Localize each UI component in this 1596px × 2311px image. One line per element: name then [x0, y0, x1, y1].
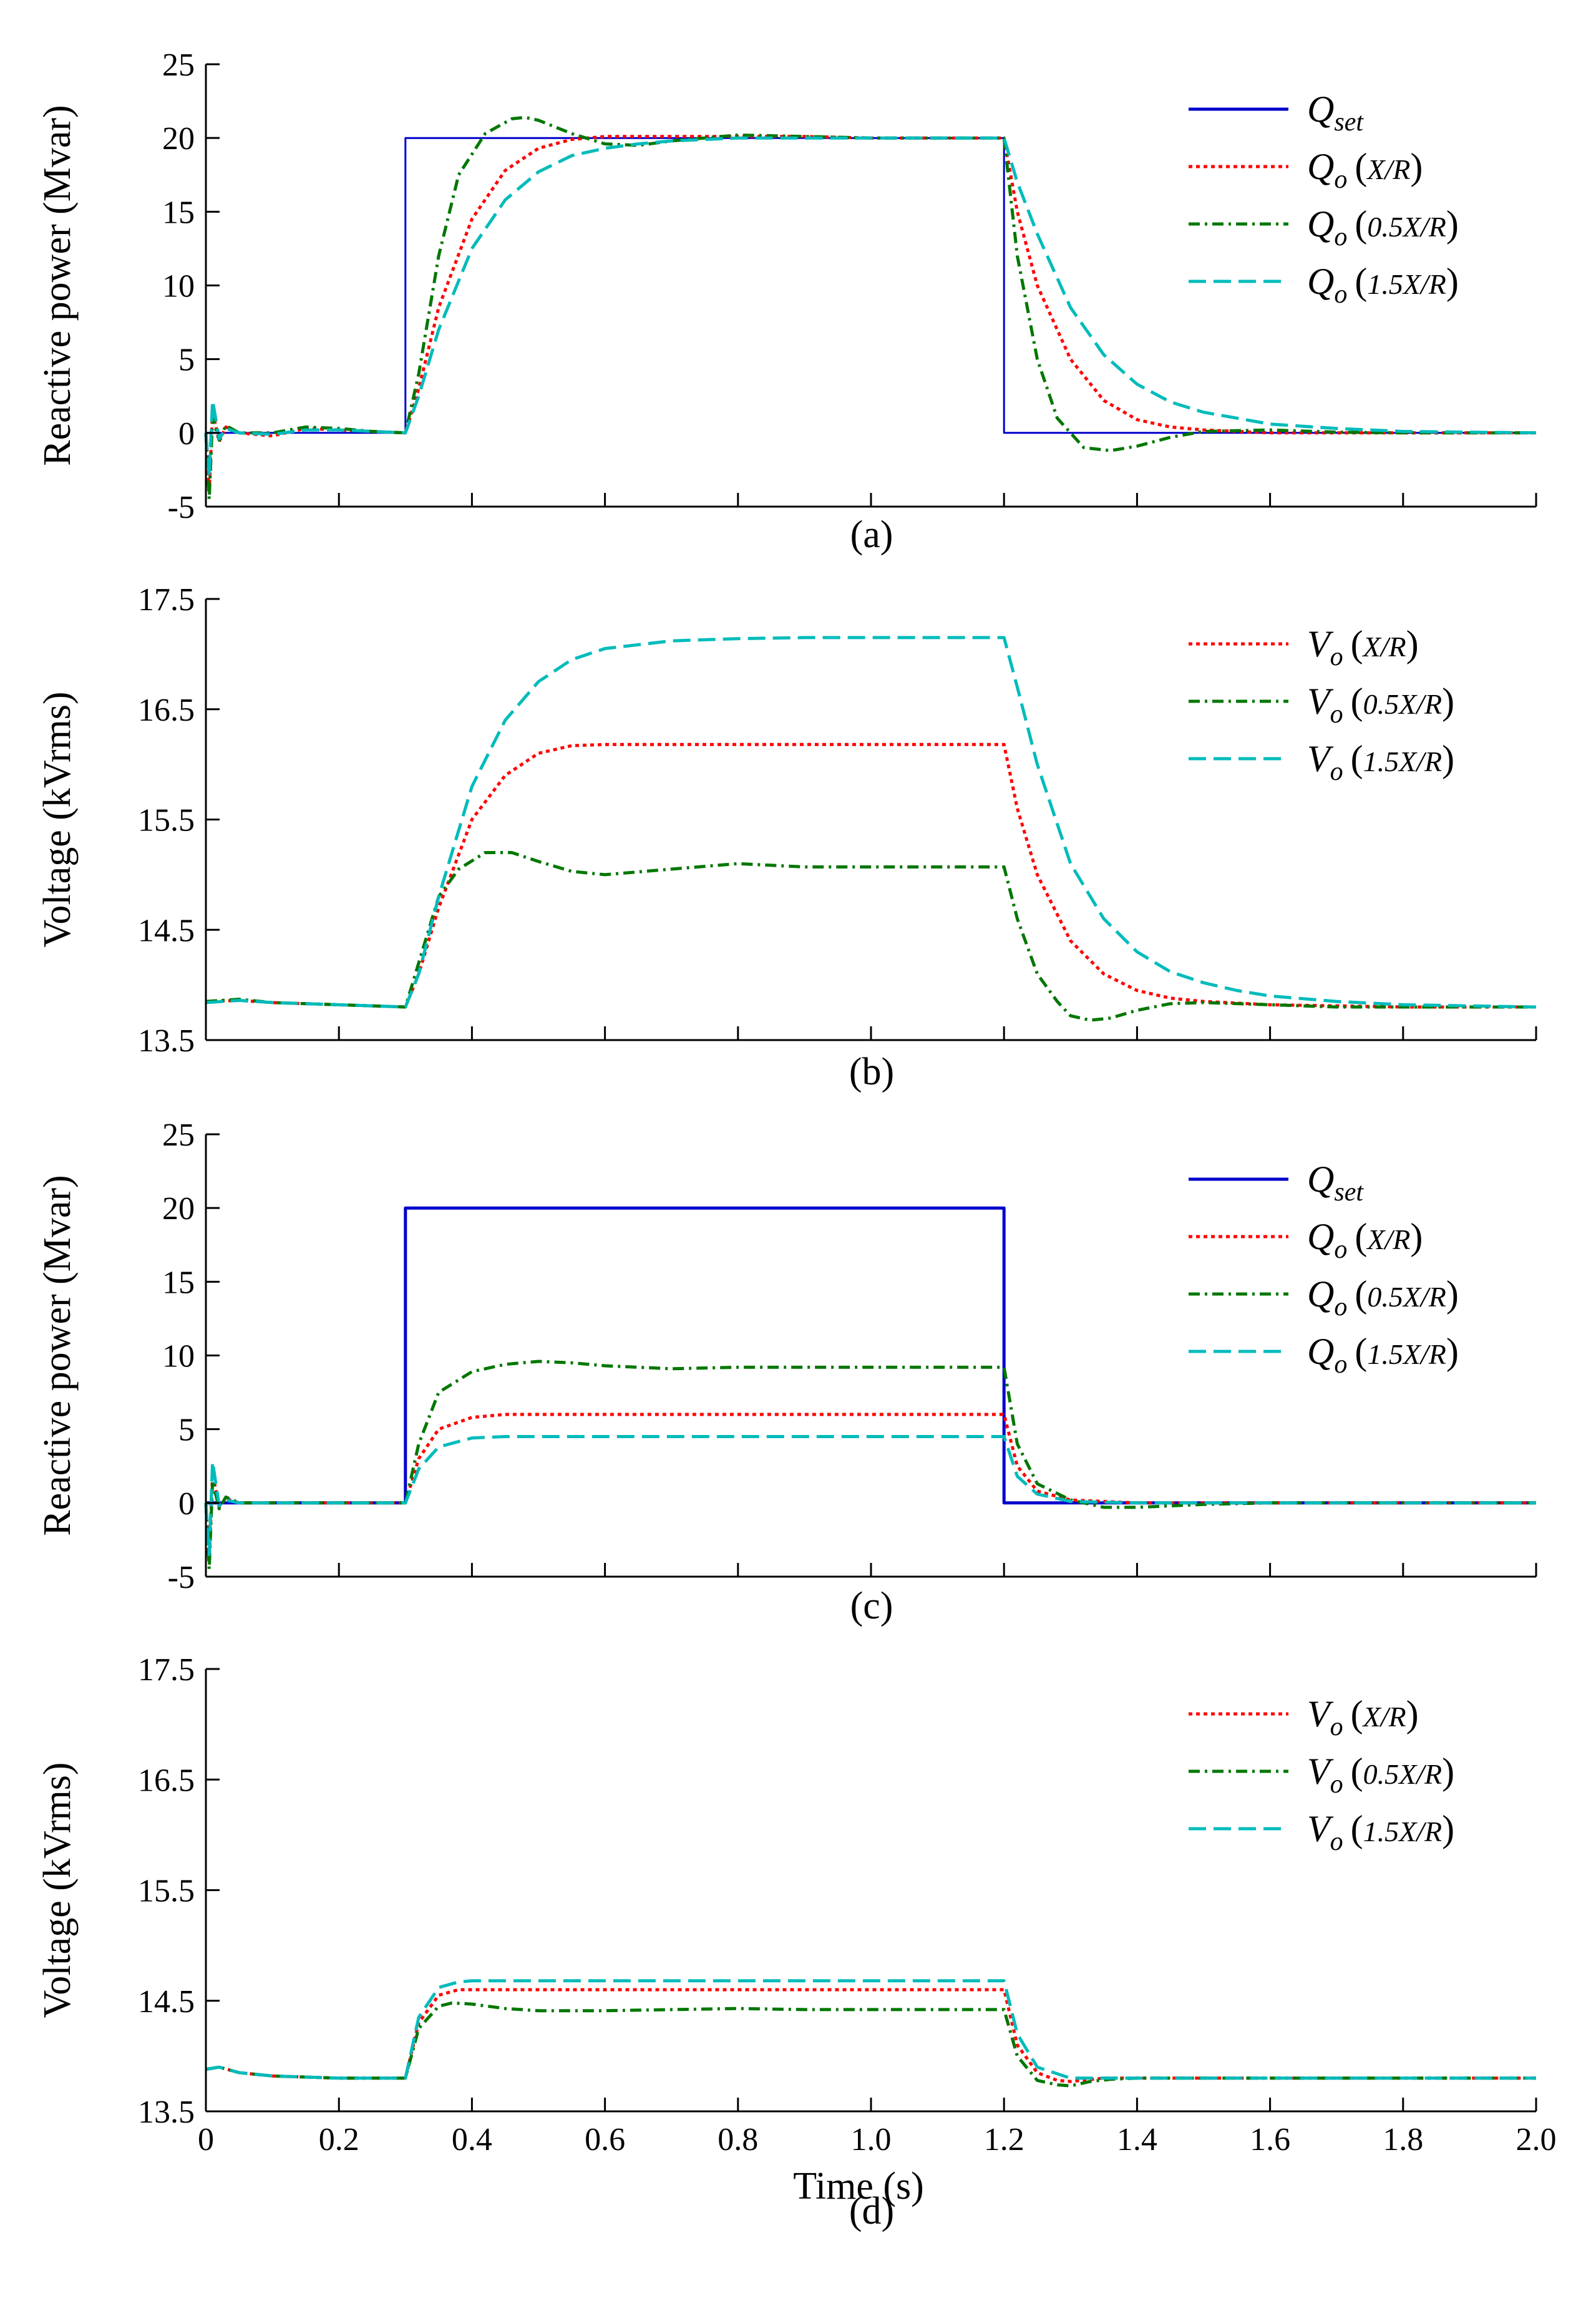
panel-c-caption: (c): [850, 1585, 893, 1627]
panel-b-y-tick-label: 15.5: [138, 803, 195, 839]
panel-c-y-axis-label: Reactive power (Mvar): [36, 1175, 79, 1535]
panel-a-legend-label-q-set: Qset: [1307, 89, 1364, 137]
panel-c-legend-label-q-set: Qset: [1307, 1159, 1364, 1207]
panel-d-legend-label-v-o-0-5x-r: Vo (0.5X/R): [1307, 1751, 1454, 1799]
panel-d-x-tick-label: 0.2: [319, 2122, 359, 2158]
panel-c-line-q-o-1-5x-r: [204, 1435, 1536, 1557]
panel-c-y-tick-label: 15: [162, 1265, 195, 1300]
panel-b-series-lines: [205, 636, 1537, 1022]
panel-b-legend-label-v-o-x-r: Vo (X/R): [1307, 623, 1419, 671]
panel-d-x-tick-label: 1.2: [984, 2122, 1024, 2158]
panel-d-line-v-o-0-5x-r: [205, 2001, 1536, 2088]
panel-a-legend: Qset Qo (X/R) Qo (0.5X/R) Qo (1.5X/R): [1189, 89, 1459, 309]
panel-c-y-tick-label: 5: [178, 1413, 195, 1448]
panel-d-y-tick-label: 17.5: [138, 1652, 195, 1688]
panel-c-y-tick-label: -5: [168, 1560, 195, 1595]
panel-d-x-tick-label: 1.8: [1383, 2122, 1423, 2158]
panel-d: 13.5 14.5 15.5 16.5 17.5 0 0.2 0.4 0.6 0.8 1.0 1.2 1…: [36, 1652, 1557, 2232]
panel-a-y-tick-label: 10: [162, 269, 195, 304]
panel-b-legend-label-v-o-0-5x-r: Vo (0.5X/R): [1307, 681, 1454, 729]
panel-c-legend-label-q-o-1-5x-r: Qo (1.5X/R): [1307, 1331, 1459, 1379]
panel-a-legend-label-q-o-0-5x-r: Qo (0.5X/R): [1307, 203, 1459, 251]
panel-b-y-tick-label: 16.5: [138, 693, 195, 728]
panel-c: -5 0 5 10 15 20 25 Reactive power (Mvar) (c) Qset…: [36, 1117, 1537, 1627]
panel-d-legend-label-v-o-x-r: Vo (X/R): [1307, 1693, 1419, 1741]
panel-b-y-axis-label: Voltage (kVrms): [36, 691, 79, 947]
panel-d-x-tick-label: 0.4: [452, 2122, 492, 2158]
panel-d-x-tick-label: 2.0: [1516, 2122, 1557, 2158]
panel-d-x-tick-label: 0: [198, 2122, 214, 2158]
panel-a-y-tick-label: 20: [162, 121, 195, 157]
panel-a-legend-label-q-o-1-5x-r: Qo (1.5X/R): [1307, 261, 1459, 309]
panel-c-y-tick-label: 0: [178, 1486, 195, 1522]
panel-a-y-tick-label: 5: [178, 343, 195, 378]
panel-d-x-tick-label: 0.8: [718, 2122, 758, 2158]
panel-c-y-tick-label: 10: [162, 1339, 195, 1374]
panel-b-y-tick-label: 17.5: [138, 582, 195, 618]
panel-d-y-tick-label: 13.5: [138, 2094, 195, 2130]
panel-a-y-tick-label: 0: [178, 416, 195, 452]
panel-d-series-lines: [205, 1979, 1536, 2088]
panel-b-legend-label-v-o-1-5x-r: Vo (1.5X/R): [1307, 738, 1454, 786]
panel-b-line-v-o-x-r: [205, 742, 1536, 1009]
panel-b-line-v-o-1-5x-r: [205, 636, 1537, 1009]
panel-d-line-v-o-1-5x-r: [205, 1979, 1536, 2080]
panel-d-x-tick-label: 0.6: [585, 2122, 625, 2158]
panel-d-x-tick-label: 1.0: [851, 2122, 892, 2158]
panel-b: 13.5 14.5 15.5 16.5 17.5 Voltage (kVrms) (b) Vo…: [36, 582, 1537, 1093]
panel-c-legend: Qset Qo (X/R) Qo (0.5X/R) Qo (1.5X/R): [1189, 1159, 1459, 1379]
panel-a-line-q-o-x-r: [204, 135, 1536, 494]
panel-b-caption: (b): [849, 1051, 894, 1093]
panel-a-y-axis-label: Reactive power (Mvar): [36, 105, 79, 465]
panel-a-legend-label-q-o-x-r: Qo (X/R): [1307, 146, 1423, 194]
panel-a-caption: (a): [850, 513, 893, 556]
panel-d-x-tick-label: 1.6: [1250, 2122, 1290, 2158]
panel-d-y-axis-label: Voltage (kVrms): [36, 1762, 79, 2018]
panel-c-legend-label-q-o-x-r: Qo (X/R): [1307, 1216, 1423, 1264]
panel-c-y-tick-label: 25: [162, 1117, 195, 1153]
panel-b-y-tick-label: 14.5: [138, 913, 195, 948]
panel-d-y-tick-label: 14.5: [138, 1984, 195, 2020]
panel-d-x-axis-label: Time (s): [793, 2165, 924, 2207]
panel-d-x-tick-label: 1.4: [1117, 2122, 1157, 2158]
panel-d-y-tick-label: 16.5: [138, 1763, 195, 1798]
panel-d-caption: (d): [849, 2190, 894, 2232]
panel-a-line-q-o-1-5x-r: [204, 136, 1537, 479]
panel-a-line-q-o-0-5x-r: [204, 115, 1536, 501]
panel-c-series-lines: [204, 1206, 1536, 1571]
panel-a-series-lines: [204, 115, 1537, 501]
panel-a: -5 0 5 10 15 20 25 Reactive power (Mvar) (a) Qset…: [36, 47, 1537, 556]
panel-a-y-tick-label: 25: [162, 47, 195, 83]
panel-b-legend: Vo (X/R) Vo (0.5X/R) Vo (1.5X/R): [1189, 623, 1454, 786]
panel-c-y-tick-label: 20: [162, 1191, 195, 1227]
panel-a-y-tick-label: -5: [168, 490, 195, 525]
panel-d-legend-label-v-o-1-5x-r: Vo (1.5X/R): [1307, 1808, 1454, 1856]
panel-b-line-v-o-0-5x-r: [205, 851, 1536, 1022]
panel-d-legend: Vo (X/R) Vo (0.5X/R) Vo (1.5X/R): [1189, 1693, 1454, 1856]
panel-c-legend-label-q-o-0-5x-r: Qo (0.5X/R): [1307, 1273, 1459, 1321]
panel-a-y-tick-label: 15: [162, 195, 195, 230]
panel-d-y-tick-label: 15.5: [138, 1874, 195, 1909]
panel-d-line-v-o-x-r: [205, 1988, 1536, 2083]
panel-b-y-tick-label: 13.5: [138, 1023, 195, 1059]
